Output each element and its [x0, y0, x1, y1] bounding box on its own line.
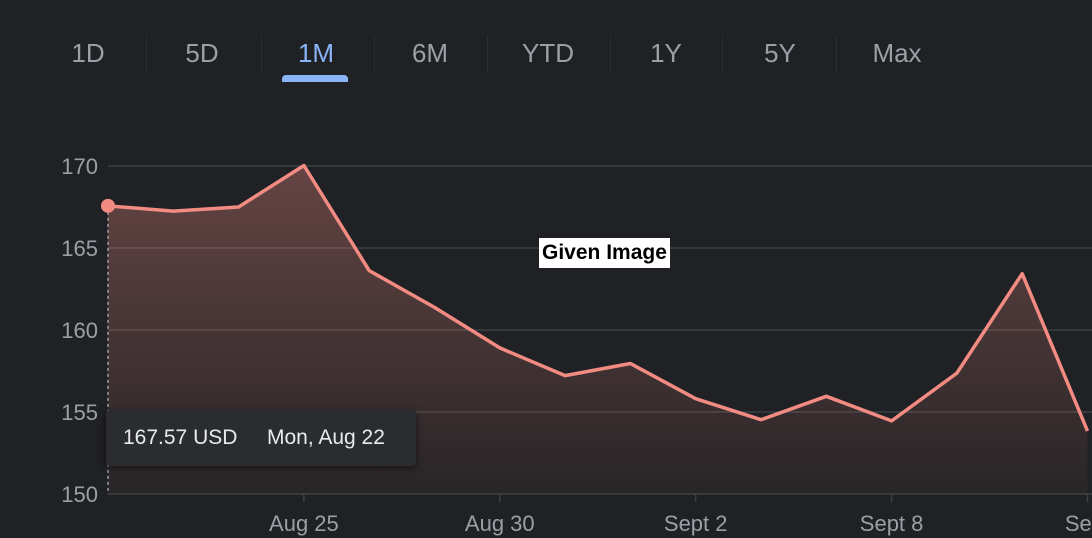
x-tick-label: Sept	[1065, 511, 1092, 536]
x-tick-label: Sept 8	[860, 511, 924, 536]
x-tick-label: Aug 25	[269, 511, 339, 536]
tab-5y[interactable]: 5Y	[764, 38, 796, 68]
y-tick-label: 170	[61, 154, 98, 179]
tooltip-date: Mon, Aug 22	[267, 426, 385, 449]
range-tabs: 1D 5D 1M 6M YTD 1Y 5Y Max	[0, 0, 1092, 90]
price-tooltip: 167.57 USD Mon, Aug 22	[106, 410, 416, 466]
tooltip-price: 167.57 USD	[123, 426, 238, 449]
y-tick-label: 155	[61, 400, 98, 425]
tab-ytd[interactable]: YTD	[522, 38, 574, 68]
tab-5d[interactable]: 5D	[185, 38, 219, 68]
tab-divider	[722, 36, 723, 74]
tab-divider	[610, 36, 611, 74]
x-tick-label: Aug 30	[465, 511, 535, 536]
tab-1d[interactable]: 1D	[71, 38, 105, 68]
tab-max[interactable]: Max	[872, 38, 922, 68]
x-tick-label: Sept 2	[664, 511, 728, 536]
tab-6m[interactable]: 6M	[411, 38, 449, 68]
y-tick-label: 160	[61, 318, 98, 343]
active-tab-indicator	[282, 75, 348, 82]
tab-divider	[487, 36, 488, 74]
price-line	[107, 163, 1090, 432]
y-tick-label: 165	[61, 236, 98, 261]
tab-divider	[836, 36, 837, 74]
tab-1m[interactable]: 1M	[297, 38, 335, 68]
y-tick-label: 150	[61, 482, 98, 507]
highlight-point	[101, 198, 115, 213]
tab-divider	[261, 36, 262, 74]
tab-1y[interactable]: 1Y	[650, 38, 682, 68]
tab-divider	[374, 36, 375, 74]
watermark-label: Given Image	[539, 238, 670, 268]
tab-divider	[146, 36, 147, 74]
